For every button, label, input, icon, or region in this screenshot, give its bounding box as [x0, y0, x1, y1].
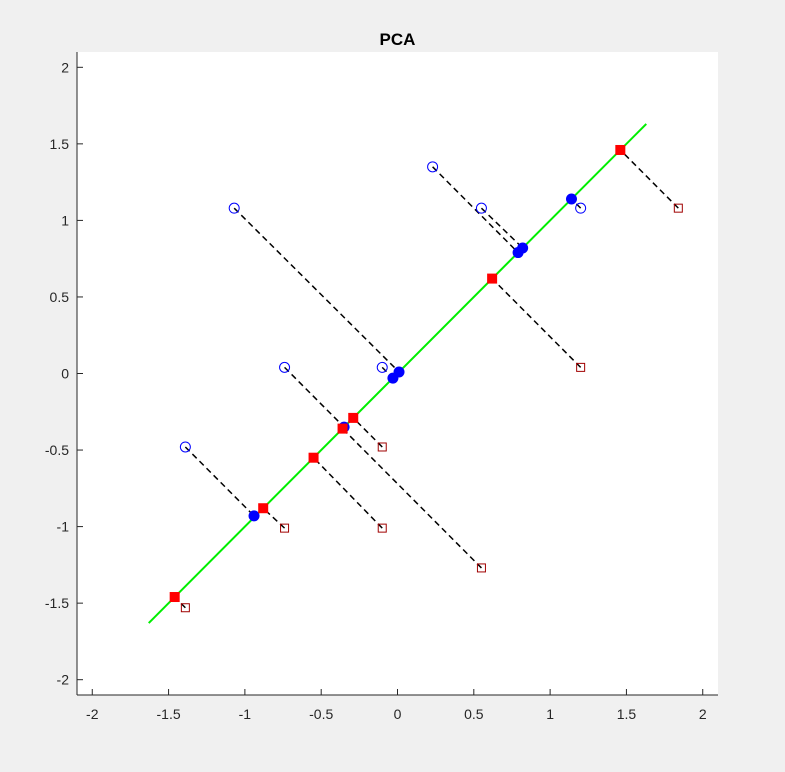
x-tick-label: 1.5	[617, 706, 637, 722]
projected-square-point	[258, 503, 269, 514]
original-circle-point	[279, 361, 291, 373]
projected-circle-point	[248, 510, 260, 522]
y-tick-label: 1.5	[50, 136, 70, 152]
original-square-point	[673, 203, 683, 213]
projection-connector	[491, 278, 582, 368]
projection-connector	[619, 149, 679, 209]
projected-square-point	[169, 592, 180, 603]
projected-square-point	[337, 423, 348, 434]
original-square-point	[576, 362, 586, 372]
data-markers	[169, 144, 683, 613]
x-tick-label: -2	[86, 706, 99, 722]
original-circle-point	[427, 161, 439, 173]
projection-connector	[432, 166, 519, 254]
y-tick-label: 2	[61, 59, 69, 75]
original-square-point	[377, 523, 387, 533]
projected-circle-point	[517, 242, 529, 254]
original-circle-point	[475, 202, 487, 214]
projected-square-point	[487, 273, 498, 284]
x-tick-label: 0	[394, 706, 402, 722]
projection-connector	[184, 446, 255, 517]
x-tick-label: 2	[699, 706, 707, 722]
chart-title: PCA	[380, 30, 416, 49]
projected-square-point	[308, 452, 319, 463]
y-tick-label: -1	[57, 519, 70, 535]
original-square-point	[476, 563, 486, 573]
y-tick-label: 0.5	[50, 289, 70, 305]
y-tick-label: 1	[61, 212, 69, 228]
x-tick-label: -0.5	[309, 706, 333, 722]
original-square-point	[280, 523, 290, 533]
x-tick-label: 0.5	[464, 706, 484, 722]
projection-connector	[342, 428, 482, 569]
original-circle-point	[228, 202, 240, 214]
original-circle-point	[179, 441, 191, 453]
projection-connector	[233, 207, 400, 373]
projected-square-point	[615, 144, 626, 155]
y-tick-label: 0	[61, 366, 69, 382]
axes: -2 -1.5 -1 -0.5 0 0.5 1 1.5 2 -2 -1.5 -1 -0.5 0 0.5 1 1.…	[45, 52, 718, 722]
x-tick-label: -1.5	[157, 706, 181, 722]
x-tick-label: 1	[546, 706, 554, 722]
y-tick-label: -1.5	[45, 595, 69, 611]
projected-square-point	[348, 412, 359, 423]
original-circle-point	[376, 361, 388, 373]
x-tick-label: -1	[239, 706, 252, 722]
projection-connector	[284, 366, 345, 428]
original-square-point	[377, 442, 387, 452]
y-tick-label: -2	[57, 672, 70, 688]
projection-connector	[313, 457, 383, 529]
original-square-point	[180, 603, 190, 613]
y-tick-label: -0.5	[45, 442, 69, 458]
projected-circle-point	[565, 193, 577, 205]
projected-circle-point	[387, 372, 399, 384]
original-circle-point	[575, 202, 587, 214]
